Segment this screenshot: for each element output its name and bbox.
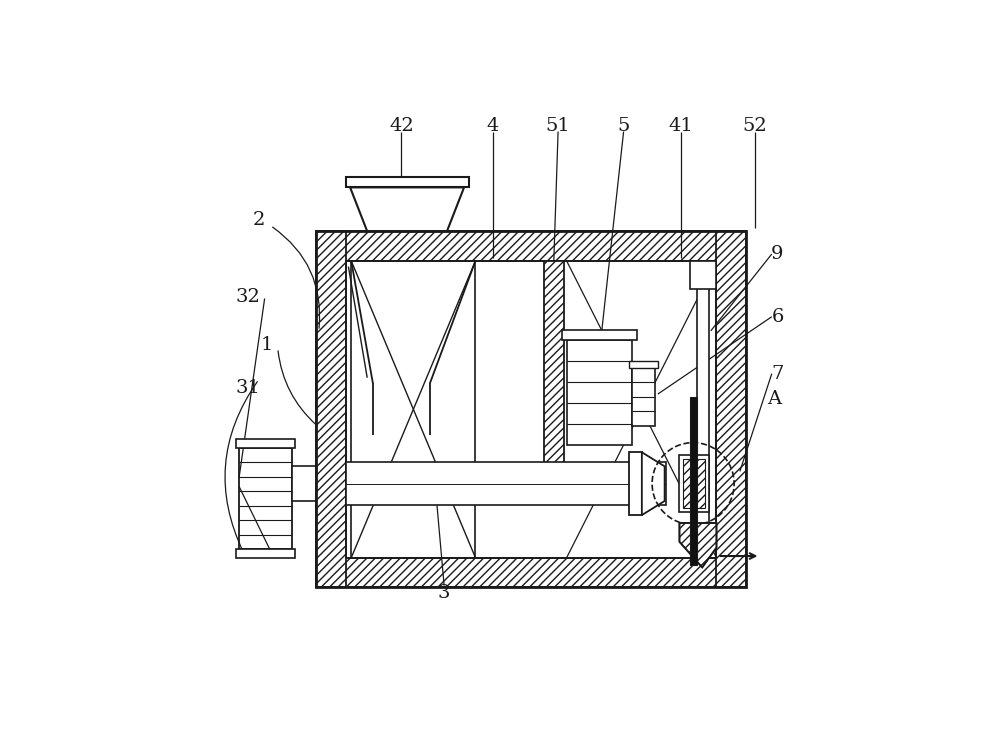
Bar (692, 528, 714, 541)
Text: 5: 5 (617, 117, 630, 135)
Bar (629, 361, 658, 368)
Bar (690, 397, 697, 565)
Text: 52: 52 (742, 117, 767, 135)
Bar (697, 261, 709, 541)
Polygon shape (679, 523, 716, 568)
Text: 3: 3 (438, 584, 450, 602)
Text: 51: 51 (546, 117, 570, 135)
Text: 42: 42 (389, 117, 414, 135)
Bar (292, 466, 316, 501)
Bar (567, 340, 632, 445)
Text: 41: 41 (668, 117, 693, 135)
Text: 31: 31 (235, 379, 260, 397)
Bar (690, 261, 716, 289)
Text: 9: 9 (771, 245, 784, 263)
Bar (316, 558, 746, 588)
Bar (316, 231, 746, 261)
Bar (629, 452, 642, 515)
Text: 2: 2 (253, 211, 265, 229)
Bar (679, 455, 709, 512)
Text: 4: 4 (486, 117, 499, 135)
Text: 7: 7 (771, 365, 784, 383)
Polygon shape (642, 452, 665, 515)
Polygon shape (350, 187, 464, 231)
Bar (316, 231, 746, 588)
Bar (716, 231, 746, 588)
Text: A: A (768, 390, 782, 408)
Bar (236, 440, 295, 448)
Text: 32: 32 (235, 288, 260, 306)
Bar (544, 261, 564, 501)
Bar (236, 549, 295, 558)
Text: 6: 6 (771, 308, 784, 326)
Bar (562, 330, 637, 340)
Bar (316, 231, 346, 588)
Bar (683, 459, 705, 508)
Bar (632, 368, 655, 426)
Bar (346, 177, 469, 187)
Text: 1: 1 (260, 336, 273, 354)
Bar (346, 462, 666, 505)
Bar (239, 448, 292, 549)
